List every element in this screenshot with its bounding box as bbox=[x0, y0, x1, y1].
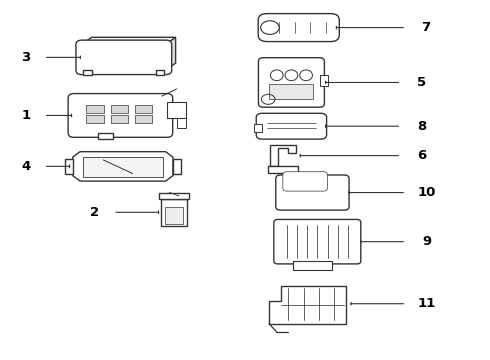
Text: 3: 3 bbox=[22, 51, 31, 64]
Text: 7: 7 bbox=[421, 21, 430, 34]
Bar bbox=[135, 115, 152, 123]
Text: 11: 11 bbox=[417, 297, 436, 310]
Text: 10: 10 bbox=[417, 186, 436, 199]
Bar bbox=[111, 115, 128, 123]
FancyBboxPatch shape bbox=[274, 220, 361, 264]
Text: 8: 8 bbox=[417, 120, 426, 133]
Polygon shape bbox=[73, 152, 173, 181]
Polygon shape bbox=[269, 286, 346, 324]
Bar bbox=[165, 207, 183, 224]
FancyBboxPatch shape bbox=[68, 94, 172, 137]
Bar bbox=[254, 124, 262, 132]
Bar bbox=[161, 199, 187, 226]
Polygon shape bbox=[270, 145, 296, 166]
Bar bbox=[86, 115, 103, 123]
Bar bbox=[176, 118, 186, 128]
Text: 2: 2 bbox=[91, 206, 99, 219]
Bar bbox=[65, 159, 73, 174]
Bar bbox=[98, 133, 113, 139]
Bar bbox=[173, 159, 181, 174]
Bar bbox=[111, 105, 128, 113]
FancyBboxPatch shape bbox=[256, 113, 327, 139]
Polygon shape bbox=[82, 157, 163, 177]
Text: 4: 4 bbox=[22, 160, 31, 173]
Bar bbox=[293, 261, 332, 270]
Bar bbox=[86, 105, 103, 113]
FancyBboxPatch shape bbox=[76, 40, 172, 75]
Bar bbox=[319, 75, 328, 86]
Text: 5: 5 bbox=[417, 76, 426, 89]
Polygon shape bbox=[82, 37, 175, 44]
Bar bbox=[268, 166, 298, 173]
Bar bbox=[156, 70, 164, 75]
Bar bbox=[167, 102, 186, 118]
Bar bbox=[287, 175, 323, 188]
FancyBboxPatch shape bbox=[283, 172, 327, 191]
Text: 1: 1 bbox=[22, 109, 31, 122]
Bar bbox=[83, 70, 92, 75]
FancyBboxPatch shape bbox=[258, 58, 324, 107]
Bar bbox=[159, 193, 189, 199]
Bar bbox=[135, 105, 152, 113]
Polygon shape bbox=[166, 37, 175, 70]
FancyBboxPatch shape bbox=[276, 175, 349, 210]
Text: 9: 9 bbox=[422, 235, 431, 248]
FancyBboxPatch shape bbox=[258, 14, 339, 41]
Bar bbox=[270, 84, 314, 99]
Text: 6: 6 bbox=[417, 149, 426, 162]
